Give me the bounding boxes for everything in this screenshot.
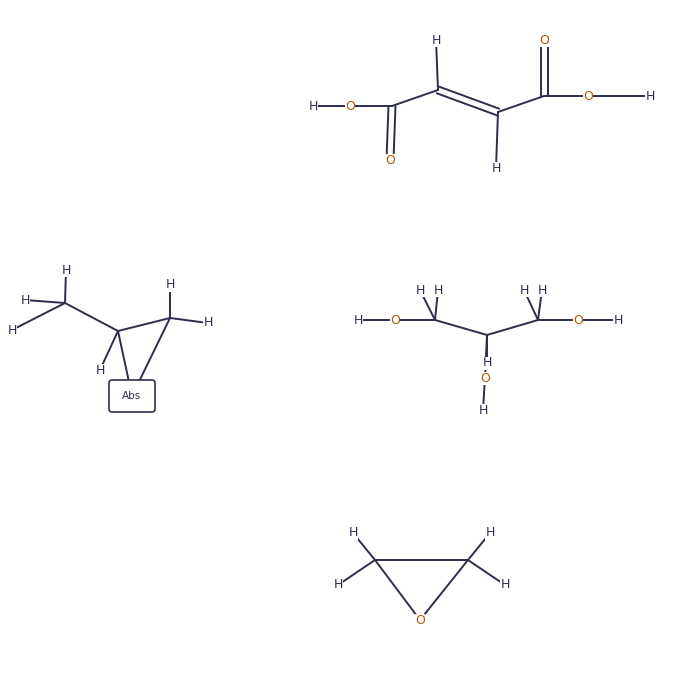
Text: H: H (348, 527, 358, 540)
Text: O: O (385, 153, 395, 167)
Text: H: H (433, 283, 443, 296)
Text: H: H (354, 313, 363, 327)
Text: O: O (390, 313, 400, 327)
Text: Abs: Abs (122, 391, 142, 401)
Text: H: H (21, 294, 29, 306)
FancyBboxPatch shape (109, 380, 155, 412)
Text: O: O (480, 372, 490, 384)
Text: H: H (432, 33, 440, 47)
Text: O: O (573, 313, 583, 327)
Text: O: O (345, 100, 355, 113)
Text: H: H (203, 317, 213, 330)
Text: O: O (539, 33, 549, 47)
Text: H: H (333, 578, 343, 591)
Text: O: O (583, 89, 593, 102)
Text: H: H (8, 323, 16, 336)
Text: H: H (308, 100, 317, 113)
Text: H: H (95, 363, 105, 376)
Text: H: H (519, 283, 529, 296)
Text: H: H (482, 357, 492, 370)
Text: H: H (500, 578, 510, 591)
Text: H: H (614, 313, 622, 327)
Text: H: H (645, 89, 655, 102)
Text: H: H (538, 283, 547, 296)
Text: H: H (486, 527, 495, 540)
Text: H: H (166, 279, 174, 292)
Text: O: O (415, 614, 425, 626)
Text: H: H (491, 161, 501, 174)
Text: H: H (478, 403, 488, 416)
Text: H: H (62, 264, 70, 277)
Text: H: H (415, 283, 425, 296)
